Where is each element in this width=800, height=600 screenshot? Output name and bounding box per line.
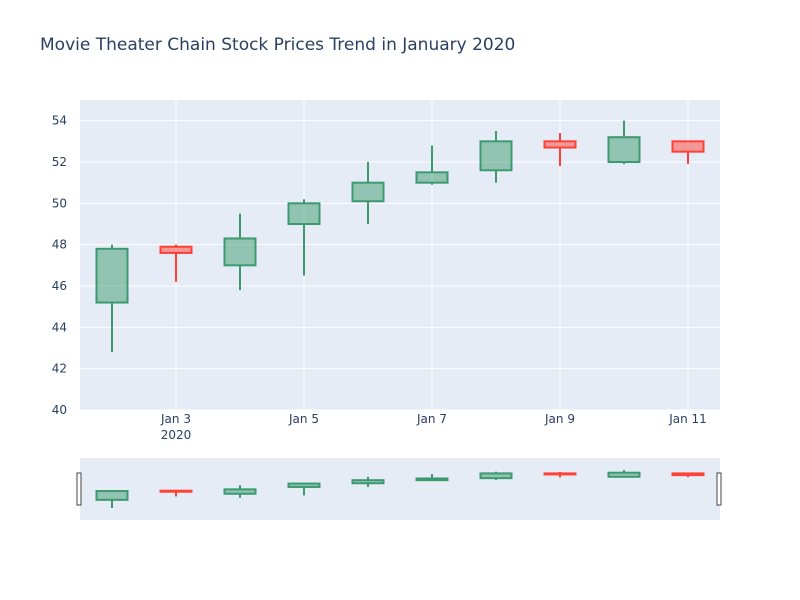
- candle-body: [287, 482, 321, 488]
- candle-body: [287, 202, 321, 225]
- candle-body: [351, 479, 385, 485]
- y-tick-label: 44: [52, 320, 67, 334]
- x-tick-label: Jan 11: [668, 412, 707, 426]
- candle: [479, 471, 513, 481]
- candle-body: [479, 140, 513, 172]
- candle: [159, 244, 193, 282]
- candle-body: [607, 136, 641, 163]
- candle: [223, 485, 257, 498]
- candle: [607, 120, 641, 165]
- candle: [671, 472, 705, 478]
- candle: [223, 213, 257, 291]
- candle-body: [223, 488, 257, 495]
- range-slider-handles[interactable]: [76, 472, 722, 506]
- candle-body: [159, 245, 193, 254]
- y-tick-label: 50: [52, 196, 67, 210]
- y-tick-label: 42: [52, 362, 67, 376]
- y-tick-label: 54: [52, 114, 67, 128]
- x-year-label: 2020: [161, 428, 192, 442]
- x-tick-label: Jan 3: [160, 412, 191, 426]
- candle-body: [351, 181, 385, 203]
- candle: [287, 199, 321, 276]
- candle: [415, 145, 449, 185]
- chart-title: Movie Theater Chain Stock Prices Trend i…: [40, 35, 515, 55]
- candle-body: [479, 472, 513, 480]
- candle-body: [223, 237, 257, 267]
- range-slider-candles: [95, 470, 705, 508]
- candle-body: [671, 472, 705, 477]
- y-tick-label: 40: [52, 403, 67, 417]
- range-slider-left-handle: [76, 472, 82, 506]
- range-slider[interactable]: [80, 458, 720, 520]
- candle: [543, 472, 577, 478]
- candle: [543, 133, 577, 167]
- candle-body: [671, 140, 705, 153]
- candle: [479, 131, 513, 183]
- y-tick-label: 52: [52, 155, 67, 169]
- candle-body: [543, 140, 577, 149]
- candle: [95, 244, 129, 353]
- candles: [95, 120, 705, 353]
- candle: [607, 470, 641, 478]
- y-tick-label: 48: [52, 238, 67, 252]
- x-tick-label: Jan 5: [288, 412, 319, 426]
- candle: [95, 490, 129, 508]
- candle: [415, 474, 449, 482]
- x-axis: Jan 3 Jan 5 Jan 7 Jan 9 Jan 11: [160, 412, 707, 426]
- candle-body: [415, 171, 449, 184]
- y-tick-label: 46: [52, 279, 67, 293]
- candle: [671, 140, 705, 165]
- candle: [351, 476, 385, 487]
- y-axis: 40 42 44 46 48 50 52 54: [52, 114, 67, 417]
- x-tick-label: Jan 7: [416, 412, 447, 426]
- candle-body: [543, 472, 577, 476]
- candle-body: [159, 489, 193, 493]
- candle-body: [95, 247, 129, 304]
- candle: [159, 489, 193, 497]
- range-slider-right-handle: [716, 472, 722, 506]
- x-tick-label: Jan 9: [544, 412, 575, 426]
- candle-body: [607, 471, 641, 478]
- candle-body: [95, 490, 129, 501]
- candle-body: [415, 477, 449, 482]
- candle: [287, 482, 321, 496]
- candle: [351, 162, 385, 224]
